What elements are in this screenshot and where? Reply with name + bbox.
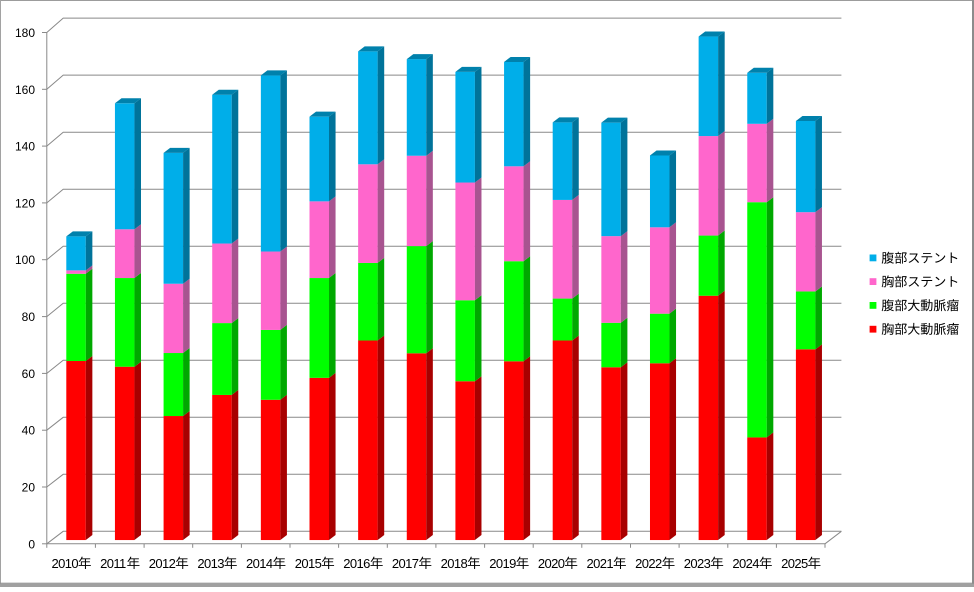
svg-text:2023: 2023 bbox=[684, 556, 711, 571]
svg-text:0: 0 bbox=[28, 537, 35, 551]
svg-text:2015: 2015 bbox=[295, 556, 322, 571]
svg-text:2013: 2013 bbox=[197, 556, 224, 571]
svg-text:20: 20 bbox=[22, 481, 36, 495]
svg-text:60: 60 bbox=[22, 367, 36, 381]
svg-text:2020: 2020 bbox=[538, 556, 565, 571]
svg-text:2014: 2014 bbox=[246, 556, 273, 571]
svg-text:2011: 2011 bbox=[100, 556, 126, 571]
svg-text:120: 120 bbox=[15, 196, 35, 210]
svg-text:2016: 2016 bbox=[343, 556, 370, 571]
svg-text:2025: 2025 bbox=[781, 556, 808, 571]
svg-text:2012: 2012 bbox=[149, 556, 176, 571]
svg-text:2018: 2018 bbox=[441, 556, 468, 571]
svg-text:140: 140 bbox=[15, 140, 35, 154]
svg-text:80: 80 bbox=[22, 310, 36, 324]
svg-text:2024: 2024 bbox=[732, 556, 759, 571]
svg-text:40: 40 bbox=[22, 424, 36, 438]
svg-text:2021: 2021 bbox=[587, 556, 614, 571]
svg-text:2022: 2022 bbox=[635, 556, 662, 571]
svg-text:2017: 2017 bbox=[392, 556, 419, 571]
svg-text:100: 100 bbox=[15, 253, 35, 267]
svg-text:180: 180 bbox=[15, 26, 35, 40]
svg-text:2010: 2010 bbox=[52, 556, 79, 571]
svg-text:2019: 2019 bbox=[489, 556, 516, 571]
svg-text:160: 160 bbox=[15, 83, 35, 97]
